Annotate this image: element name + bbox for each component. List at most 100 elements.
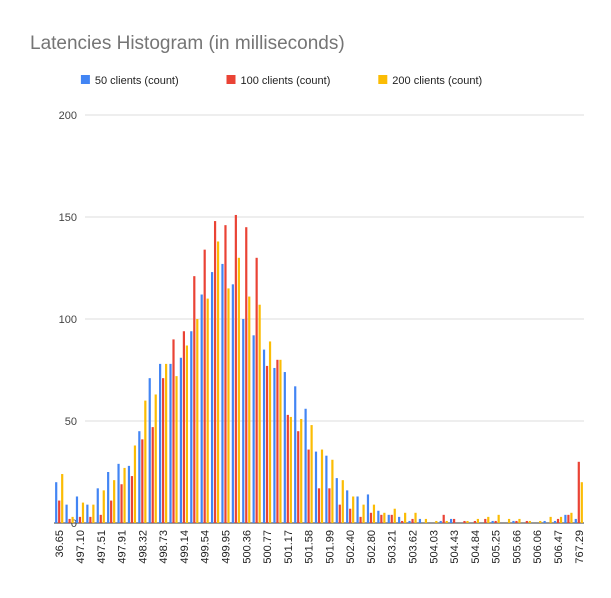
bar [172, 339, 175, 523]
bar [362, 504, 365, 523]
bar [242, 319, 245, 523]
bar [216, 241, 220, 524]
bar [383, 512, 386, 523]
y-tick-label: 50 [65, 416, 77, 428]
bar [289, 416, 292, 523]
bar [335, 478, 338, 523]
bar [276, 359, 279, 523]
bar [369, 512, 373, 523]
bar [294, 386, 297, 523]
bar [331, 459, 334, 523]
bar [528, 520, 531, 523]
bar [442, 514, 445, 523]
bar [346, 490, 349, 523]
bar [380, 514, 383, 523]
legend-label: 100 clients (count) [241, 75, 331, 87]
bar [411, 518, 414, 523]
bar [61, 474, 64, 523]
bar [366, 494, 370, 523]
y-tick-label: 200 [59, 110, 77, 122]
bar [445, 520, 448, 523]
bar [466, 520, 469, 523]
x-tick-label: 499.95 [220, 530, 232, 564]
bar [553, 520, 557, 523]
bar [317, 488, 321, 523]
bar [133, 445, 137, 523]
x-tick-label: 498.73 [158, 530, 170, 564]
bar [179, 357, 183, 523]
bar [567, 514, 570, 523]
y-tick-label: 0 [71, 518, 77, 530]
bar [515, 520, 518, 523]
bar [190, 331, 193, 523]
bar [307, 449, 310, 523]
bar [304, 408, 307, 523]
bar [556, 518, 560, 523]
bar [356, 496, 359, 523]
y-tick-label: 150 [59, 212, 77, 224]
bar [325, 455, 328, 523]
y-tick-label: 100 [59, 314, 77, 326]
x-tick-label: 504.03 [428, 530, 440, 564]
bar [130, 476, 134, 523]
bar [89, 516, 92, 523]
bar [328, 488, 331, 523]
bar [424, 518, 428, 523]
x-tick-label: 505.25 [491, 530, 503, 564]
bar [491, 520, 494, 523]
bar [487, 516, 490, 523]
bar [127, 465, 131, 523]
bar [273, 367, 276, 523]
bar [159, 363, 162, 523]
bar [213, 221, 217, 523]
bar [78, 516, 82, 523]
bar [107, 472, 110, 523]
bar [175, 376, 178, 523]
bar [549, 516, 552, 523]
bar [165, 363, 168, 523]
bar [473, 520, 476, 523]
bar [252, 335, 255, 523]
bar [512, 520, 515, 523]
bar [310, 425, 313, 523]
bar [414, 512, 417, 523]
bar [206, 298, 209, 523]
legend-swatch [80, 75, 90, 84]
bar [452, 518, 456, 523]
bar [185, 345, 189, 523]
x-tick-label: 506.06 [532, 530, 544, 564]
bar [182, 331, 186, 523]
bar [341, 480, 344, 523]
x-tick-label: 497.10 [75, 530, 87, 564]
x-tick-label: 498.32 [137, 530, 149, 564]
bar [497, 514, 500, 523]
bar [210, 272, 214, 523]
bar [262, 349, 266, 523]
bar [138, 431, 141, 523]
x-tick-label: 506.47 [553, 530, 565, 564]
chart-title: Latencies Histogram (in milliseconds) [30, 33, 345, 54]
x-tick-label: 497.51 [96, 530, 108, 564]
bar [65, 504, 68, 523]
bar [144, 400, 147, 523]
bar [154, 394, 157, 523]
bar [162, 378, 165, 523]
bar [58, 500, 61, 523]
bar [68, 518, 71, 523]
bar [258, 304, 261, 523]
x-tick-label: 504.84 [470, 530, 482, 564]
bar [255, 257, 258, 523]
bar [227, 288, 230, 523]
bar [518, 518, 521, 523]
x-tick-label: 503.62 [408, 530, 420, 564]
bar [148, 378, 151, 523]
bar [200, 294, 203, 523]
x-tick-label: 500.77 [262, 530, 274, 564]
bar [543, 520, 546, 523]
x-tick-label: 502.40 [345, 530, 357, 564]
bar [398, 516, 401, 523]
legend-label: 200 clients (count) [392, 75, 482, 87]
bar [352, 496, 355, 523]
x-tick-label: 497.91 [117, 530, 129, 564]
bar [196, 319, 199, 523]
